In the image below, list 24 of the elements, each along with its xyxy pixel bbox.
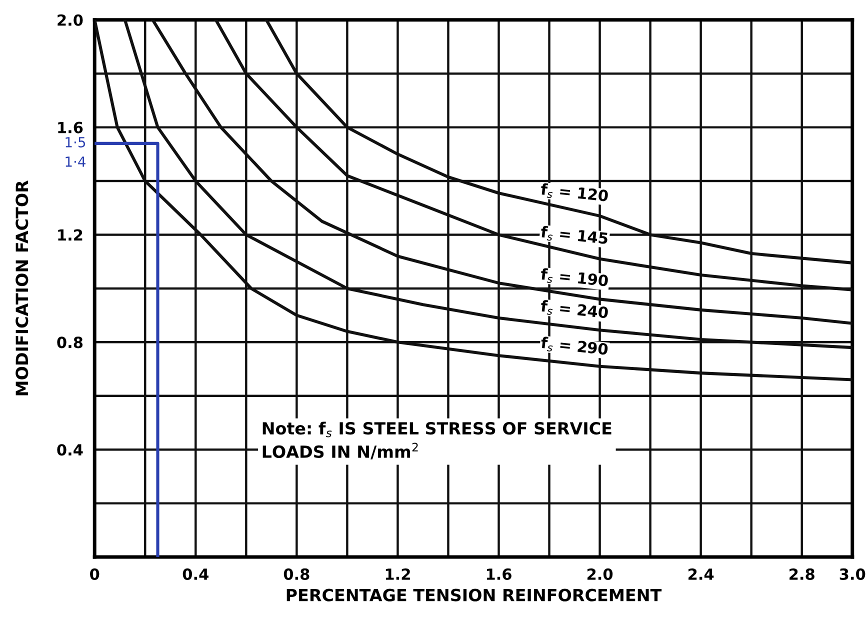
text: f$_{s}$ = 120 <box>540 182 608 204</box>
x-tick-label: 0.4 <box>182 568 208 580</box>
y-tick-label: 2.0 <box>58 14 83 26</box>
y-tick-label: 0.8 <box>57 336 83 348</box>
text: 1·4 <box>66 156 86 167</box>
text: f$_{s}$ = 240 <box>540 300 608 321</box>
annotation: Note: f$_{s}$ IS STEEL STRESS OF SERVICE LOADS IN N/mm$^{2}$ <box>262 422 612 460</box>
text: f$_{s}$ = 290 <box>540 336 608 358</box>
x-axis-title: PERCENTAGE TENSION REINFORCEMENT <box>286 588 662 602</box>
text: 1·5 <box>66 137 86 148</box>
y-tick-label: 0.4 <box>57 444 83 456</box>
x-tick-label: 2.0 <box>587 568 613 580</box>
text: f$_{s}$ = 145 <box>540 226 608 247</box>
x-tick-label: 1.6 <box>486 568 512 580</box>
x-tick-label: 0 <box>90 568 100 580</box>
x-tick-label: 2.4 <box>688 568 714 580</box>
text: f$_{s}$ = 190 <box>540 268 608 290</box>
y-axis-title: MODIFICATION FACTOR <box>16 180 28 396</box>
y-tick-label: 1.6 <box>58 122 83 134</box>
y-tick-label: 1.2 <box>58 229 82 241</box>
x-tick-label: 0.8 <box>284 568 310 580</box>
x-tick-label: 2.8 <box>790 568 814 580</box>
x-tick-label: 1.2 <box>386 568 410 580</box>
x-tick-label: 3.0 <box>840 568 866 580</box>
